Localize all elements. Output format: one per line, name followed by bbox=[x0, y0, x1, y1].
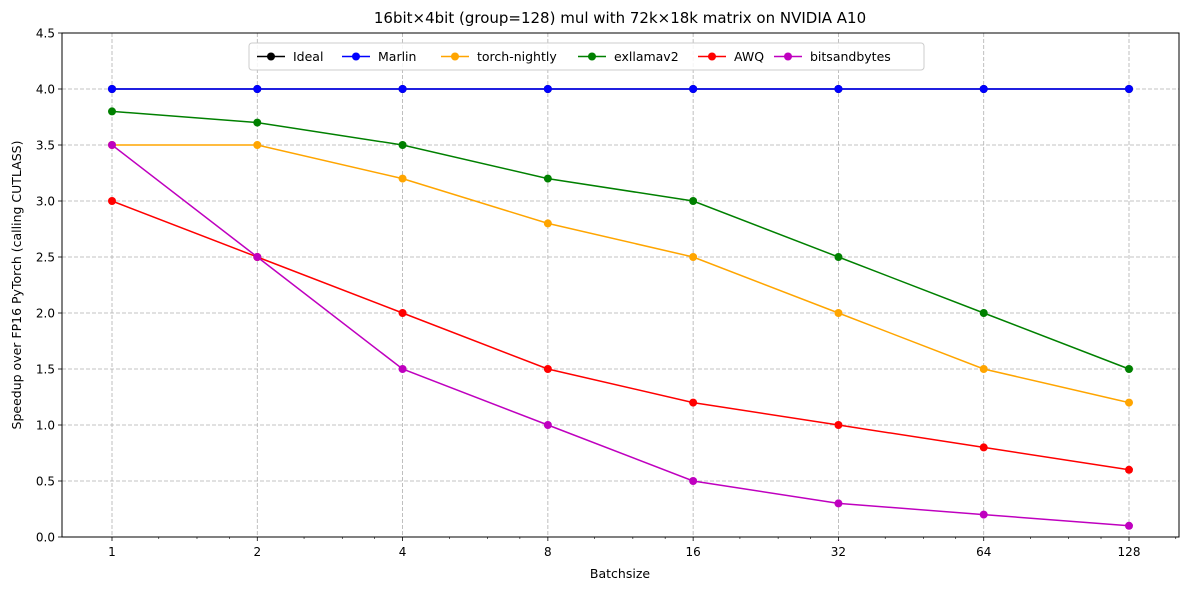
data-point-marlin bbox=[979, 85, 988, 93]
data-point-awq bbox=[834, 421, 843, 429]
legend: Ideal Marlin torch-nightly exllamav2 AWQ bits… bbox=[248, 42, 925, 71]
y-axis-title: Speedup over FP16 PyTorch (calling CUTLA… bbox=[9, 141, 24, 430]
data-point-marlin bbox=[398, 85, 407, 93]
data-point-exllamav2 bbox=[834, 253, 843, 261]
legend-swatch-marker bbox=[784, 52, 792, 61]
data-point-bitsandbytes bbox=[1125, 521, 1133, 530]
legend-entry-torch-nightly: torch-nightly bbox=[441, 49, 557, 64]
data-point-awq bbox=[689, 398, 698, 407]
data-point-torch-nightly bbox=[979, 365, 988, 373]
y-tick-label: 3.0 bbox=[36, 195, 55, 209]
legend-label: exllamav2 bbox=[614, 49, 679, 64]
y-tick-label: 0.0 bbox=[36, 531, 55, 545]
x-tick-label: 8 bbox=[544, 545, 552, 559]
data-point-bitsandbytes bbox=[108, 141, 116, 149]
legend-label: bitsandbytes bbox=[810, 49, 891, 64]
legend-swatch-marker bbox=[267, 52, 275, 61]
legend-swatch-marker bbox=[451, 52, 459, 61]
data-point-bitsandbytes bbox=[398, 365, 407, 373]
y-tick-label: 4.0 bbox=[36, 83, 55, 97]
data-point-awq bbox=[398, 309, 407, 317]
legend-entry-awq: AWQ bbox=[698, 49, 764, 64]
data-point-torch-nightly bbox=[398, 174, 407, 183]
series-line-torch-nightly bbox=[112, 144, 1130, 404]
data-point-marlin bbox=[834, 85, 843, 93]
legend-label: AWQ bbox=[734, 49, 764, 64]
legend-label: Marlin bbox=[378, 49, 416, 64]
series-lines bbox=[108, 85, 1133, 530]
data-point-exllamav2 bbox=[108, 107, 116, 116]
data-point-torch-nightly bbox=[834, 309, 843, 317]
x-axis-title: Batchsize bbox=[590, 566, 650, 581]
data-point-awq bbox=[108, 197, 116, 205]
series-line-bitsandbytes bbox=[111, 144, 1130, 527]
data-point-marlin bbox=[689, 85, 698, 93]
data-point-torch-nightly bbox=[689, 253, 698, 261]
y-tick-label: 2.0 bbox=[36, 307, 55, 321]
series-line-awq bbox=[111, 200, 1130, 471]
y-tick-label: 1.0 bbox=[36, 419, 55, 433]
x-tick-label: 4 bbox=[399, 545, 407, 559]
data-point-exllamav2 bbox=[543, 174, 552, 183]
plot-frame bbox=[61, 32, 1180, 538]
data-point-exllamav2 bbox=[253, 118, 262, 127]
series-line-exllamav2 bbox=[111, 110, 1130, 370]
x-tick-label: 32 bbox=[831, 545, 846, 559]
data-point-bitsandbytes bbox=[979, 510, 988, 519]
y-tick-label: 2.5 bbox=[36, 251, 55, 265]
data-point-torch-nightly bbox=[1125, 398, 1133, 407]
legend-swatch-marker bbox=[352, 52, 360, 61]
data-point-exllamav2 bbox=[1125, 365, 1133, 373]
y-tick-label: 4.5 bbox=[36, 27, 55, 41]
data-point-exllamav2 bbox=[398, 141, 407, 149]
legend-entry-ideal: Ideal bbox=[257, 49, 323, 64]
x-tick-label: 2 bbox=[253, 545, 261, 559]
legend-swatch-marker bbox=[708, 52, 716, 61]
y-tick-label: 3.5 bbox=[36, 139, 55, 153]
data-point-bitsandbytes bbox=[834, 499, 843, 508]
data-point-bitsandbytes bbox=[543, 421, 552, 429]
data-point-awq bbox=[543, 365, 552, 373]
x-tick-label: 16 bbox=[686, 545, 701, 559]
x-tick-label: 64 bbox=[976, 545, 991, 559]
x-tick-label: 128 bbox=[1118, 545, 1141, 559]
chart-title: 16bit×4bit (group=128) mul with 72k×18k … bbox=[374, 9, 866, 27]
data-point-marlin bbox=[108, 85, 116, 93]
legend-swatch-marker bbox=[588, 52, 596, 61]
data-point-torch-nightly bbox=[543, 219, 552, 228]
data-point-awq bbox=[979, 443, 988, 452]
y-tick-label: 0.5 bbox=[36, 475, 55, 489]
legend-label: torch-nightly bbox=[477, 49, 557, 64]
y-tick-label: 1.5 bbox=[36, 363, 55, 377]
data-point-marlin bbox=[543, 85, 552, 93]
legend-entry-exllamav2: exllamav2 bbox=[578, 49, 679, 64]
data-point-exllamav2 bbox=[979, 309, 988, 317]
data-point-bitsandbytes bbox=[253, 253, 262, 261]
data-point-bitsandbytes bbox=[689, 477, 698, 485]
legend-entry-bitsandbytes: bitsandbytes bbox=[774, 49, 891, 64]
x-tick-label: 1 bbox=[108, 545, 116, 559]
data-point-marlin bbox=[253, 85, 262, 93]
axis-ticks: 0.0 0.5 1.0 1.5 2.0 2.5 3.0 3.5 4.0 4.5 1 2 4 8 16 32 64… bbox=[36, 27, 1177, 559]
data-point-torch-nightly bbox=[253, 141, 262, 149]
data-point-marlin bbox=[1125, 85, 1133, 93]
data-point-exllamav2 bbox=[689, 197, 698, 205]
legend-label: Ideal bbox=[293, 49, 323, 64]
data-point-awq bbox=[1125, 465, 1133, 474]
legend-entry-marlin: Marlin bbox=[342, 49, 416, 64]
